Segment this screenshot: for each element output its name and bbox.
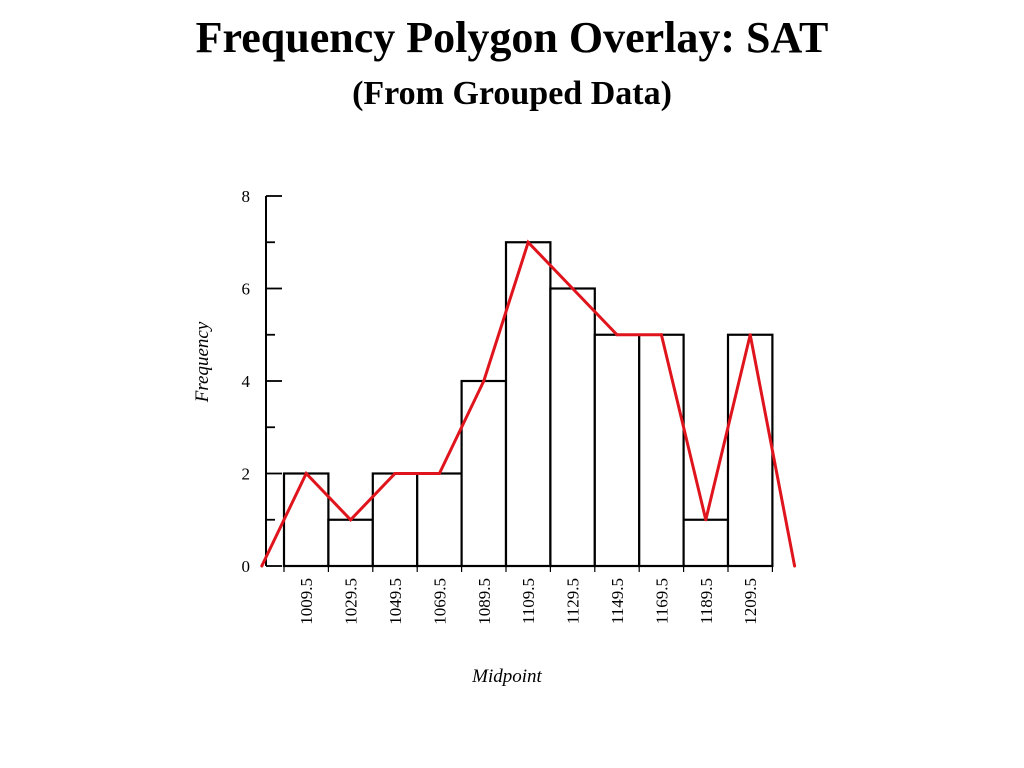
polygon-point <box>393 472 397 475</box>
x-tick-label: 1149.5 <box>608 578 627 624</box>
polygon-point <box>349 518 353 522</box>
bar-1129-5 <box>549 287 596 568</box>
x-tick-label: 1169.5 <box>652 578 671 624</box>
y-tick-label: 2 <box>242 465 251 484</box>
polygon-point <box>437 472 441 475</box>
x-tick-label: 1009.5 <box>297 578 316 625</box>
bar-1209-5 <box>726 333 774 568</box>
bar-1049-5 <box>371 472 419 568</box>
bar-1189-5 <box>682 518 730 568</box>
polygon-point <box>615 333 619 337</box>
polygon-point <box>748 333 752 337</box>
bar-1029-5 <box>327 518 374 568</box>
bar-1009-5 <box>282 472 330 568</box>
y-axis-title: Frequency <box>192 321 213 403</box>
polygon-point <box>659 333 663 337</box>
x-tick-label: 1049.5 <box>386 578 405 625</box>
slide-subtitle: (From Grouped Data) <box>352 75 672 112</box>
x-axis-title: Midpoint <box>471 666 542 687</box>
bar-1069-5 <box>416 472 463 568</box>
polygon-point <box>526 240 530 244</box>
x-tick-label: 1129.5 <box>564 578 583 624</box>
polygon-point <box>571 287 575 290</box>
polygon-point <box>793 564 797 568</box>
x-tick-label: 1109.5 <box>519 578 538 624</box>
bar-1169-5 <box>638 333 685 568</box>
polygon-point <box>260 564 264 568</box>
x-tick-label: 1069.5 <box>430 578 449 625</box>
x-tick-label: 1029.5 <box>342 578 361 625</box>
y-tick-label: 8 <box>242 187 251 206</box>
y-tick-label: 6 <box>242 280 251 299</box>
bar-1149-5 <box>593 333 641 568</box>
x-tick-label: 1189.5 <box>697 578 716 624</box>
x-tick-label: 1209.5 <box>741 578 760 625</box>
polygon-point <box>704 518 708 522</box>
polygon-point <box>482 379 486 383</box>
y-tick-label: 0 <box>242 557 251 576</box>
bar-1089-5 <box>460 379 508 568</box>
slide-title: Frequency Polygon Overlay: SAT <box>195 13 829 62</box>
polygon-point <box>304 472 308 475</box>
y-tick-label: 4 <box>242 372 251 391</box>
x-tick-label: 1089.5 <box>475 578 494 625</box>
